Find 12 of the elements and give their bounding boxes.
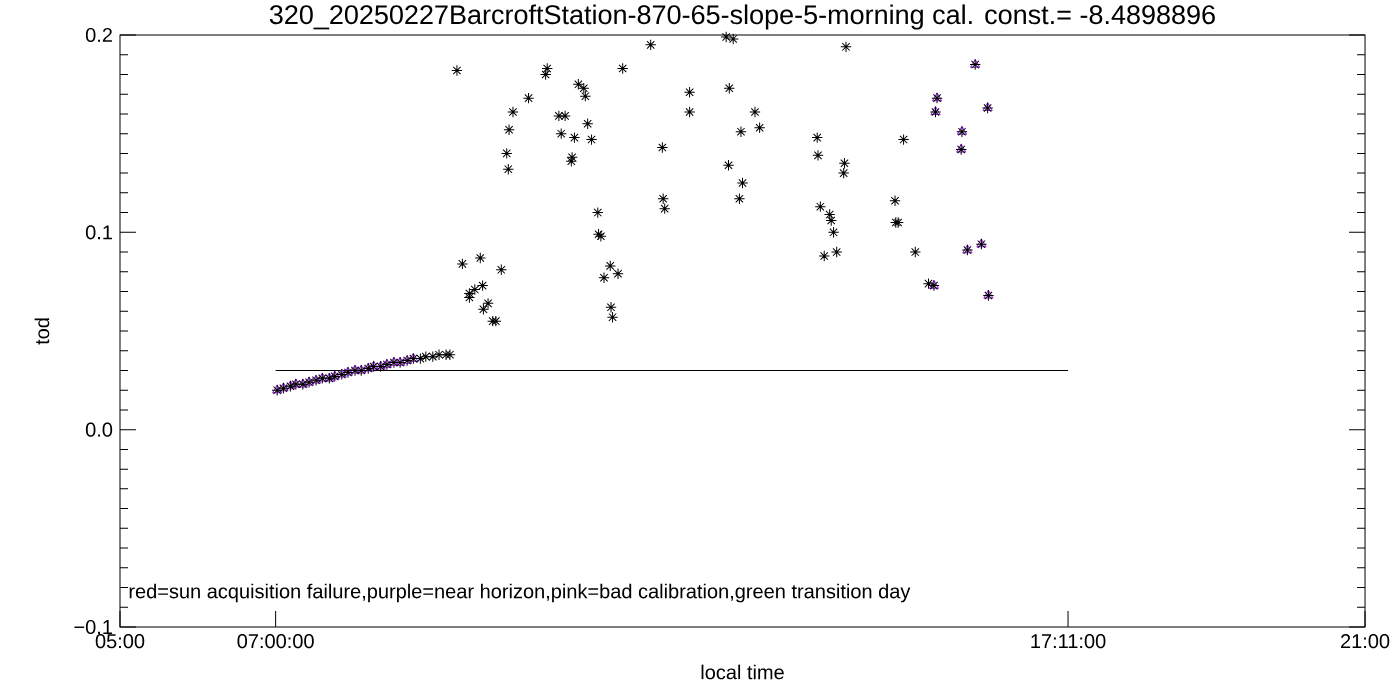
y-tick-label: 0.1 bbox=[85, 225, 112, 240]
y-tick-label: 0.0 bbox=[85, 422, 113, 437]
x-tick-label: 17:11:00 bbox=[1031, 634, 1106, 649]
annotation: red=sun acquisition failure,purple=near horizon,pink=bad calibration,green transition day bbox=[129, 583, 911, 603]
x-tick-label: 07:00:00 bbox=[237, 634, 314, 649]
x-tick-label: 05:00 bbox=[95, 634, 145, 649]
y-tick-label: 0.2 bbox=[85, 27, 112, 43]
chart-title: 320_20250227BarcroftStation-870-65-slope-5-morning cal. const.= -8.4898896 bbox=[269, 4, 1215, 30]
y-tick-label: −0.1 bbox=[74, 619, 112, 635]
y-axis-title: tod bbox=[34, 318, 50, 345]
x-axis-title: local time bbox=[701, 664, 784, 680]
x-tick-label: 21:00 bbox=[1341, 634, 1390, 649]
